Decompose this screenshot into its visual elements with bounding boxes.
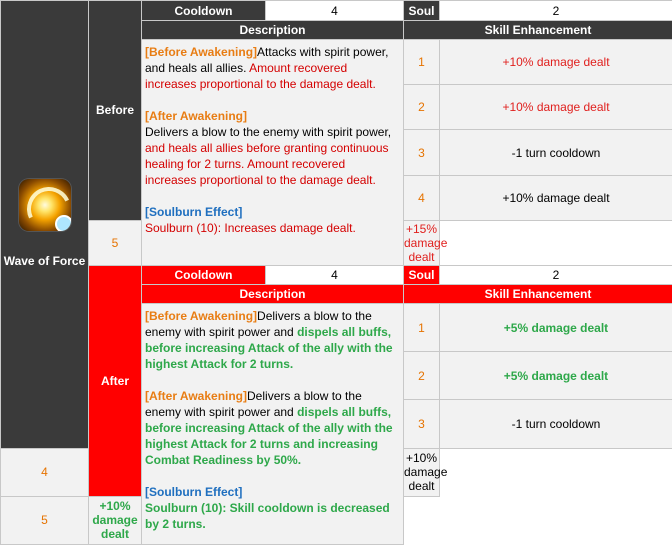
description-header: Description: [141, 283, 404, 305]
after-awakening-highlight: and heals all allies before granting con…: [145, 141, 389, 188]
wave-of-force-skill-icon: [18, 179, 71, 232]
cooldown-value: 4: [265, 264, 404, 285]
enhancement-effect: +10% damage dealt: [403, 447, 447, 497]
soulburn-text: Soulburn (10): Increases damage dealt.: [145, 221, 356, 236]
enhancement-level: 5: [0, 495, 89, 545]
enhancement-level: 1: [403, 39, 440, 86]
stage-label-before: Before: [88, 0, 142, 221]
soul-value: 2: [439, 264, 672, 285]
enhancement-effect: +10% damage dealt: [88, 495, 142, 545]
before-awakening-tag: [Before Awakening]: [145, 45, 258, 60]
description-header: Description: [141, 20, 404, 41]
enhancement-level: 4: [403, 174, 440, 221]
soul-value: 2: [439, 0, 672, 22]
soulburn-tag: [Soulburn Effect]: [145, 205, 243, 220]
cooldown-header: Cooldown: [141, 264, 266, 285]
enhancement-level: 2: [403, 351, 440, 401]
enhancement-effect: +5% damage dealt: [439, 351, 672, 401]
enhancement-effect: +10% damage dealt: [439, 84, 672, 131]
skill-name: Wave of Force: [3, 254, 86, 269]
before-awakening-text: Attacks with spirit power, and heals all…: [145, 45, 389, 76]
enhancement-effect: +15% damage dealt: [403, 219, 448, 266]
before-awakening-highlight: Amount recovered increases proportional …: [145, 61, 376, 92]
after-awakening-text: Delivers a blow to the enemy with spirit…: [145, 125, 392, 140]
enhancement-effect: -1 turn cooldown: [439, 399, 672, 449]
soul-header: Soul: [403, 0, 440, 22]
description-after: [Before Awakening]Delivers a blow to the…: [141, 303, 404, 545]
after-awakening-highlight: dispels all buffs, before increasing Att…: [145, 405, 393, 468]
enhancement-level: 4: [0, 447, 89, 497]
after-awakening-tag: [After Awakening]: [145, 389, 248, 404]
cooldown-value: 4: [265, 0, 404, 22]
enhancement-effect: +10% damage dealt: [439, 39, 672, 86]
enhancement-level: 3: [403, 399, 440, 449]
enhancement-level: 5: [88, 219, 142, 266]
skill-info-cell: Wave of Force: [0, 0, 89, 449]
soulburn-tag: [Soulburn Effect]: [145, 485, 243, 500]
before-awakening-tag: [Before Awakening]: [145, 309, 258, 324]
enhancement-effect: +10% damage dealt: [439, 174, 672, 221]
before-awakening-highlight: dispels all buffs, before increasing Att…: [145, 325, 393, 372]
before-awakening-text: Delivers a blow to the enemy with spirit…: [145, 309, 372, 340]
enhancement-effect: -1 turn cooldown: [439, 129, 672, 176]
after-awakening-tag: [After Awakening]: [145, 109, 248, 124]
stage-label-after: After: [88, 264, 142, 497]
skill-enhancement-header: Skill Enhancement: [403, 283, 672, 305]
description-before: [Before Awakening]Attacks with spirit po…: [141, 39, 404, 266]
skill-enhancement-header: Skill Enhancement: [403, 20, 672, 41]
cooldown-header: Cooldown: [141, 0, 266, 22]
enhancement-effect: +5% damage dealt: [439, 303, 672, 353]
enhancement-level: 3: [403, 129, 440, 176]
soul-header: Soul: [403, 264, 440, 285]
enhancement-level: 1: [403, 303, 440, 353]
soulburn-text: Soulburn (10): Skill cooldown is decreas…: [145, 501, 390, 532]
after-awakening-text: Delivers a blow to the enemy with spirit…: [145, 389, 362, 420]
enhancement-level: 2: [403, 84, 440, 131]
